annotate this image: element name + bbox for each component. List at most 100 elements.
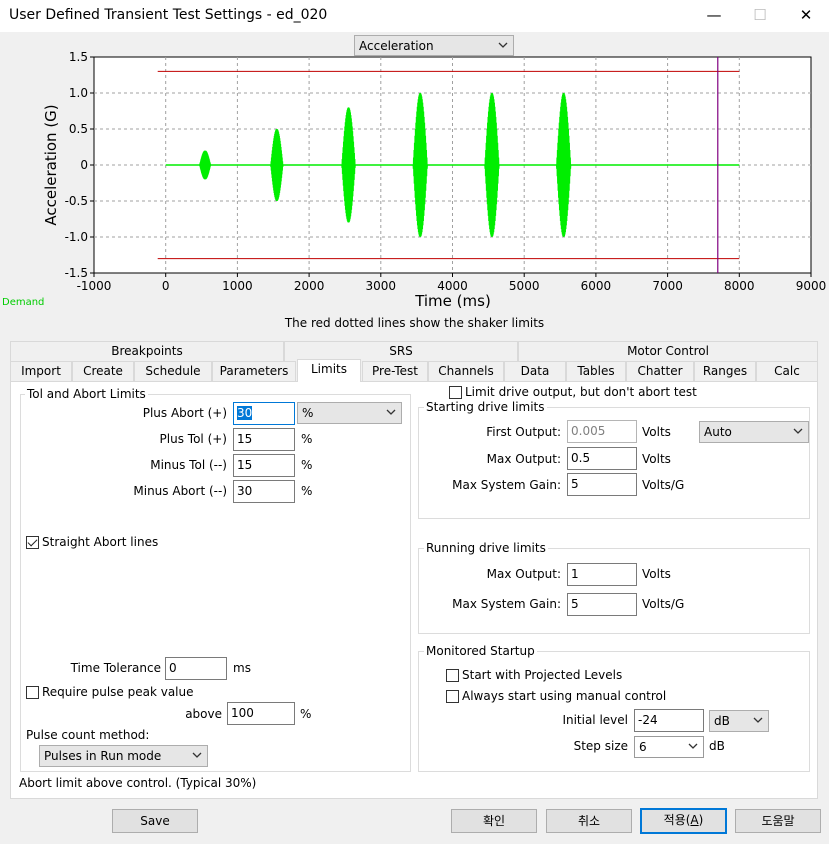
start-max-gain-unit: Volts/G <box>642 478 685 492</box>
initial-level-input[interactable]: -24 <box>634 709 704 732</box>
minus-tol-unit: % <box>301 458 313 472</box>
time-tolerance-unit: ms <box>233 661 251 675</box>
abort-unit-value: % <box>302 406 314 420</box>
straight-abort-checkbox[interactable] <box>26 536 39 549</box>
minus-abort-label: Minus Abort (--) <box>133 484 227 498</box>
run-max-gain-unit: Volts/G <box>642 597 685 611</box>
starting-drive-group <box>418 407 810 519</box>
apply-button[interactable]: 적용(A) <box>640 808 727 834</box>
apply-prefix: 적용( <box>663 813 691 827</box>
y-tick-label: 0.5 <box>69 122 88 136</box>
chevron-down-icon <box>386 409 396 415</box>
running-drive-title: Running drive limits <box>424 541 548 555</box>
x-tick-label: 3000 <box>366 279 397 293</box>
x-tick-labels: -1000 0 1000 2000 3000 4000 5000 6000 7000 8000 90… <box>77 279 827 293</box>
tab-motor-control[interactable]: Motor Control <box>518 341 818 361</box>
x-tick-label: 1000 <box>222 279 253 293</box>
ok-button[interactable]: 확인 <box>451 809 537 833</box>
run-max-output-input[interactable]: 1 <box>567 563 637 586</box>
x-tick-label: 5000 <box>509 279 540 293</box>
minus-abort-input[interactable]: 30 <box>233 480 295 503</box>
demand-legend: Demand <box>2 297 45 308</box>
pulse-count-label: Pulse count method: <box>26 728 150 742</box>
start-max-gain-input[interactable]: 5 <box>567 473 637 496</box>
pulse-2 <box>270 128 284 201</box>
tab-pre-test[interactable]: Pre-Test <box>362 361 428 381</box>
x-tick-label: 9000 <box>796 279 827 293</box>
tab-strip: Breakpoints SRS Motor Control Import Cre… <box>10 341 818 382</box>
minus-abort-unit: % <box>301 484 313 498</box>
window-title: User Defined Transient Test Settings - e… <box>9 7 328 23</box>
tol-abort-title: Tol and Abort Limits <box>25 387 148 401</box>
y-tick-label: 1.0 <box>69 86 88 100</box>
apply-accesskey: A <box>690 813 699 827</box>
maximize-button[interactable]: ☐ <box>753 6 767 24</box>
manual-control-checkbox[interactable] <box>446 690 459 703</box>
start-max-output-label: Max Output: <box>486 452 561 466</box>
first-output-input[interactable]: 0.005 <box>567 420 637 443</box>
tab-parameters[interactable]: Parameters <box>212 361 296 381</box>
close-button[interactable]: ✕ <box>799 6 813 24</box>
drive-mode-select[interactable]: Auto <box>699 421 809 443</box>
tab-breakpoints[interactable]: Breakpoints <box>10 341 284 361</box>
above-label: above <box>185 707 222 721</box>
initial-level-unit-select[interactable]: dB <box>709 710 769 732</box>
limit-drive-label: Limit drive output, but don't abort test <box>465 385 697 399</box>
status-text: Abort limit above control. (Typical 30%) <box>19 776 257 790</box>
run-max-gain-input[interactable]: 5 <box>567 593 637 616</box>
start-max-output-unit: Volts <box>642 452 671 466</box>
cancel-button[interactable]: 취소 <box>546 809 632 833</box>
drive-mode-value: Auto <box>704 425 732 439</box>
abort-unit-select[interactable]: % <box>297 402 402 424</box>
step-size-unit: dB <box>709 739 725 753</box>
step-size-value: 6 <box>639 740 647 754</box>
limit-lines <box>157 70 740 260</box>
first-output-label: First Output: <box>486 425 561 439</box>
x-tick-label: 8000 <box>724 279 755 293</box>
plus-tol-input[interactable]: 15 <box>233 428 295 451</box>
chevron-down-icon <box>192 752 202 758</box>
manual-control-label: Always start using manual control <box>462 689 667 703</box>
tab-limits[interactable]: Limits <box>297 359 361 382</box>
pulse-count-select[interactable]: Pulses in Run mode <box>39 745 208 767</box>
tab-srs[interactable]: SRS <box>284 341 518 361</box>
minus-tol-input[interactable]: 15 <box>233 454 295 477</box>
tab-ranges[interactable]: Ranges <box>694 361 756 381</box>
above-input[interactable]: 100 <box>227 702 295 725</box>
tab-create[interactable]: Create <box>72 361 134 381</box>
plus-tol-label: Plus Tol (+) <box>159 432 227 446</box>
plus-tol-unit: % <box>301 432 313 446</box>
tab-chatter[interactable]: Chatter <box>626 361 694 381</box>
y-tick-label: -0.5 <box>65 194 88 208</box>
pulse-4 <box>412 92 428 237</box>
chevron-down-icon <box>688 743 698 749</box>
running-drive-group <box>418 548 810 634</box>
x-axis-label: Time (ms) <box>414 292 491 310</box>
pulse-3 <box>341 107 356 223</box>
plus-abort-input[interactable]: 30 <box>233 402 295 425</box>
start-max-output-input[interactable]: 0.5 <box>567 447 637 470</box>
y-tick-label: -1.5 <box>65 266 88 280</box>
tab-tables[interactable]: Tables <box>566 361 626 381</box>
tab-data[interactable]: Data <box>504 361 566 381</box>
plot-type-select[interactable]: Acceleration <box>354 35 514 56</box>
time-tolerance-input[interactable]: 0 <box>165 657 227 680</box>
help-button[interactable]: 도움말 <box>735 809 821 833</box>
tab-calc[interactable]: Calc <box>756 361 818 381</box>
tab-schedule[interactable]: Schedule <box>134 361 212 381</box>
save-button[interactable]: Save <box>112 809 198 833</box>
pulse-1 <box>199 150 212 180</box>
minimize-button[interactable]: — <box>706 6 722 24</box>
first-output-unit: Volts <box>642 425 671 439</box>
initial-level-unit-value: dB <box>714 714 730 728</box>
plus-abort-label: Plus Abort (+) <box>142 406 227 420</box>
run-max-output-unit: Volts <box>642 567 671 581</box>
require-peak-checkbox[interactable] <box>26 686 39 699</box>
tab-channels[interactable]: Channels <box>428 361 504 381</box>
limit-drive-checkbox[interactable] <box>449 386 462 399</box>
tol-abort-group <box>20 394 411 772</box>
step-size-select[interactable]: 6 <box>634 736 704 758</box>
projected-levels-checkbox[interactable] <box>446 669 459 682</box>
tab-import[interactable]: Import <box>10 361 72 381</box>
chevron-down-icon <box>498 42 508 48</box>
